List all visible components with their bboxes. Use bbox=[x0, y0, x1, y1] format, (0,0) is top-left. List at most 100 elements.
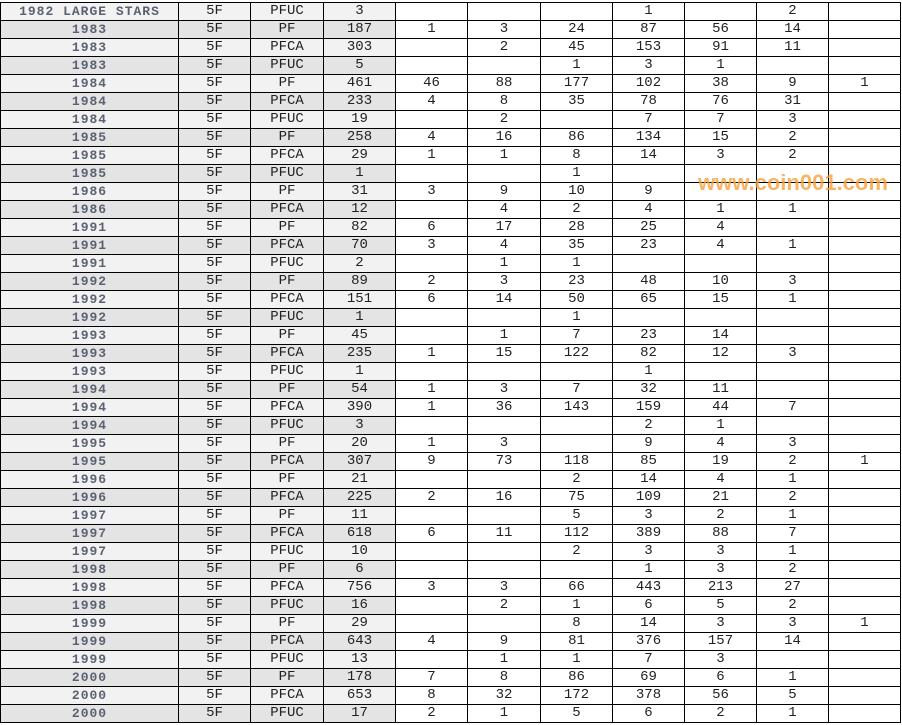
grade-count-cell[interactable]: 1 bbox=[756, 542, 829, 561]
grade-count-cell[interactable]: 2 bbox=[540, 200, 613, 219]
grade-count-cell[interactable] bbox=[467, 542, 541, 561]
grade-count-cell[interactable] bbox=[467, 164, 541, 183]
grade-count-cell[interactable]: 14 bbox=[612, 146, 685, 165]
grade-count-cell[interactable] bbox=[540, 416, 613, 435]
total-cell[interactable]: 2 bbox=[323, 254, 396, 273]
grade-count-cell[interactable]: 6 bbox=[395, 218, 468, 237]
grade-count-cell[interactable]: 1 bbox=[756, 506, 829, 525]
grade-count-cell[interactable]: 443 bbox=[612, 578, 685, 597]
grade-count-cell[interactable]: 2 bbox=[395, 488, 468, 507]
grade-count-cell[interactable]: 7 bbox=[540, 380, 613, 399]
year-cell[interactable]: 1992 bbox=[0, 308, 179, 327]
grade-count-cell[interactable] bbox=[684, 362, 757, 381]
grade-count-cell[interactable]: 28 bbox=[540, 218, 613, 237]
grade-count-cell[interactable]: 6 bbox=[395, 290, 468, 309]
type-cell[interactable]: PF bbox=[250, 218, 324, 237]
grade-count-cell[interactable]: 9 bbox=[756, 74, 829, 93]
type-cell[interactable]: PFCA bbox=[250, 236, 324, 255]
grade-count-cell[interactable]: 4 bbox=[684, 470, 757, 489]
grade-count-cell[interactable]: 1 bbox=[828, 452, 901, 471]
total-cell[interactable]: 151 bbox=[323, 290, 396, 309]
grade-count-cell[interactable]: 7 bbox=[395, 668, 468, 687]
grade-count-cell[interactable]: 9 bbox=[612, 182, 685, 201]
denomination-cell[interactable]: 5F bbox=[178, 92, 251, 111]
total-cell[interactable]: 31 bbox=[323, 182, 396, 201]
grade-count-cell[interactable]: 73 bbox=[467, 452, 541, 471]
type-cell[interactable]: PFCA bbox=[250, 200, 324, 219]
grade-count-cell[interactable] bbox=[395, 2, 468, 21]
grade-count-cell[interactable]: 27 bbox=[756, 578, 829, 597]
grade-count-cell[interactable]: 9 bbox=[467, 632, 541, 651]
total-cell[interactable]: 29 bbox=[323, 146, 396, 165]
grade-count-cell[interactable]: 44 bbox=[684, 398, 757, 417]
type-cell[interactable]: PFCA bbox=[250, 686, 324, 705]
denomination-cell[interactable]: 5F bbox=[178, 128, 251, 147]
grade-count-cell[interactable]: 3 bbox=[467, 578, 541, 597]
grade-count-cell[interactable]: 2 bbox=[540, 470, 613, 489]
year-cell[interactable]: 1994 bbox=[0, 398, 179, 417]
grade-count-cell[interactable]: 4 bbox=[684, 236, 757, 255]
total-cell[interactable]: 225 bbox=[323, 488, 396, 507]
total-cell[interactable]: 10 bbox=[323, 542, 396, 561]
grade-count-cell[interactable] bbox=[828, 38, 901, 57]
grade-count-cell[interactable]: 11 bbox=[684, 380, 757, 399]
total-cell[interactable]: 1 bbox=[323, 164, 396, 183]
grade-count-cell[interactable]: 35 bbox=[540, 236, 613, 255]
grade-count-cell[interactable]: 7 bbox=[612, 110, 685, 129]
grade-count-cell[interactable]: 112 bbox=[540, 524, 613, 543]
grade-count-cell[interactable]: 6 bbox=[612, 704, 685, 723]
grade-count-cell[interactable]: 3 bbox=[756, 344, 829, 363]
grade-count-cell[interactable]: 14 bbox=[684, 326, 757, 345]
grade-count-cell[interactable]: 87 bbox=[612, 20, 685, 39]
grade-count-cell[interactable] bbox=[395, 506, 468, 525]
type-cell[interactable]: PFCA bbox=[250, 488, 324, 507]
grade-count-cell[interactable]: 1 bbox=[540, 56, 613, 75]
total-cell[interactable]: 17 bbox=[323, 704, 396, 723]
denomination-cell[interactable]: 5F bbox=[178, 398, 251, 417]
year-cell[interactable]: 1997 bbox=[0, 542, 179, 561]
grade-count-cell[interactable]: 3 bbox=[756, 614, 829, 633]
denomination-cell[interactable]: 5F bbox=[178, 686, 251, 705]
grade-count-cell[interactable]: 50 bbox=[540, 290, 613, 309]
grade-count-cell[interactable]: 122 bbox=[540, 344, 613, 363]
grade-count-cell[interactable]: 1 bbox=[540, 650, 613, 669]
grade-count-cell[interactable]: 213 bbox=[684, 578, 757, 597]
type-cell[interactable]: PFUC bbox=[250, 56, 324, 75]
year-cell[interactable]: 2000 bbox=[0, 686, 179, 705]
grade-count-cell[interactable]: 3 bbox=[684, 560, 757, 579]
grade-count-cell[interactable] bbox=[828, 326, 901, 345]
grade-count-cell[interactable]: 76 bbox=[684, 92, 757, 111]
grade-count-cell[interactable]: 102 bbox=[612, 74, 685, 93]
grade-count-cell[interactable] bbox=[467, 56, 541, 75]
grade-count-cell[interactable] bbox=[467, 2, 541, 21]
grade-count-cell[interactable] bbox=[684, 182, 757, 201]
grade-count-cell[interactable]: 3 bbox=[612, 56, 685, 75]
denomination-cell[interactable]: 5F bbox=[178, 236, 251, 255]
grade-count-cell[interactable]: 1 bbox=[756, 470, 829, 489]
grade-count-cell[interactable]: 4 bbox=[395, 128, 468, 147]
grade-count-cell[interactable] bbox=[828, 236, 901, 255]
grade-count-cell[interactable] bbox=[828, 128, 901, 147]
grade-count-cell[interactable]: 6 bbox=[612, 596, 685, 615]
grade-count-cell[interactable]: 4 bbox=[395, 92, 468, 111]
total-cell[interactable]: 1 bbox=[323, 308, 396, 327]
grade-count-cell[interactable]: 1 bbox=[395, 434, 468, 453]
total-cell[interactable]: 89 bbox=[323, 272, 396, 291]
denomination-cell[interactable]: 5F bbox=[178, 38, 251, 57]
type-cell[interactable]: PF bbox=[250, 434, 324, 453]
year-cell[interactable]: 1999 bbox=[0, 614, 179, 633]
type-cell[interactable]: PFCA bbox=[250, 146, 324, 165]
grade-count-cell[interactable]: 9 bbox=[467, 182, 541, 201]
grade-count-cell[interactable] bbox=[828, 488, 901, 507]
grade-count-cell[interactable]: 82 bbox=[612, 344, 685, 363]
total-cell[interactable]: 5 bbox=[323, 56, 396, 75]
denomination-cell[interactable]: 5F bbox=[178, 416, 251, 435]
grade-count-cell[interactable] bbox=[756, 362, 829, 381]
year-cell[interactable]: 1992 bbox=[0, 272, 179, 291]
year-cell[interactable]: 1997 bbox=[0, 524, 179, 543]
grade-count-cell[interactable]: 31 bbox=[756, 92, 829, 111]
grade-count-cell[interactable] bbox=[828, 182, 901, 201]
type-cell[interactable]: PFCA bbox=[250, 632, 324, 651]
grade-count-cell[interactable]: 86 bbox=[540, 128, 613, 147]
denomination-cell[interactable]: 5F bbox=[178, 596, 251, 615]
